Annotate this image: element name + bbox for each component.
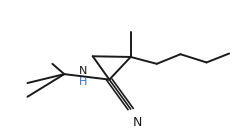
- Text: H: H: [79, 77, 87, 87]
- Text: N: N: [79, 66, 87, 76]
- Text: N: N: [133, 116, 143, 129]
